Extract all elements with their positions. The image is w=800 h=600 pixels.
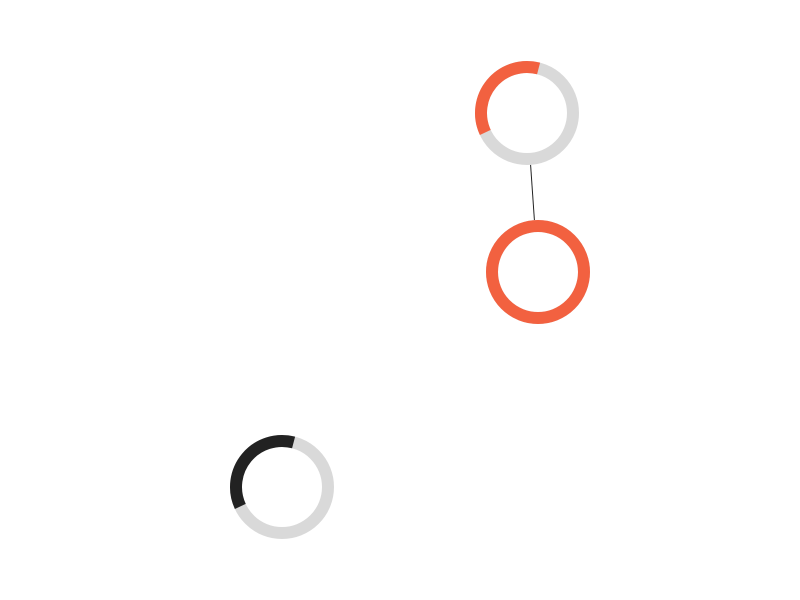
bottom-node[interactable] [230,435,334,539]
top-node[interactable] [475,61,579,165]
edge-top-node-to-middle-node [530,164,535,221]
top-node-progress-arc [475,61,541,135]
middle-node-progress-arc [486,220,590,324]
nodes-layer [230,61,590,539]
edges-layer [530,164,535,221]
bottom-node-progress-arc [230,435,296,509]
middle-node[interactable] [486,220,590,324]
